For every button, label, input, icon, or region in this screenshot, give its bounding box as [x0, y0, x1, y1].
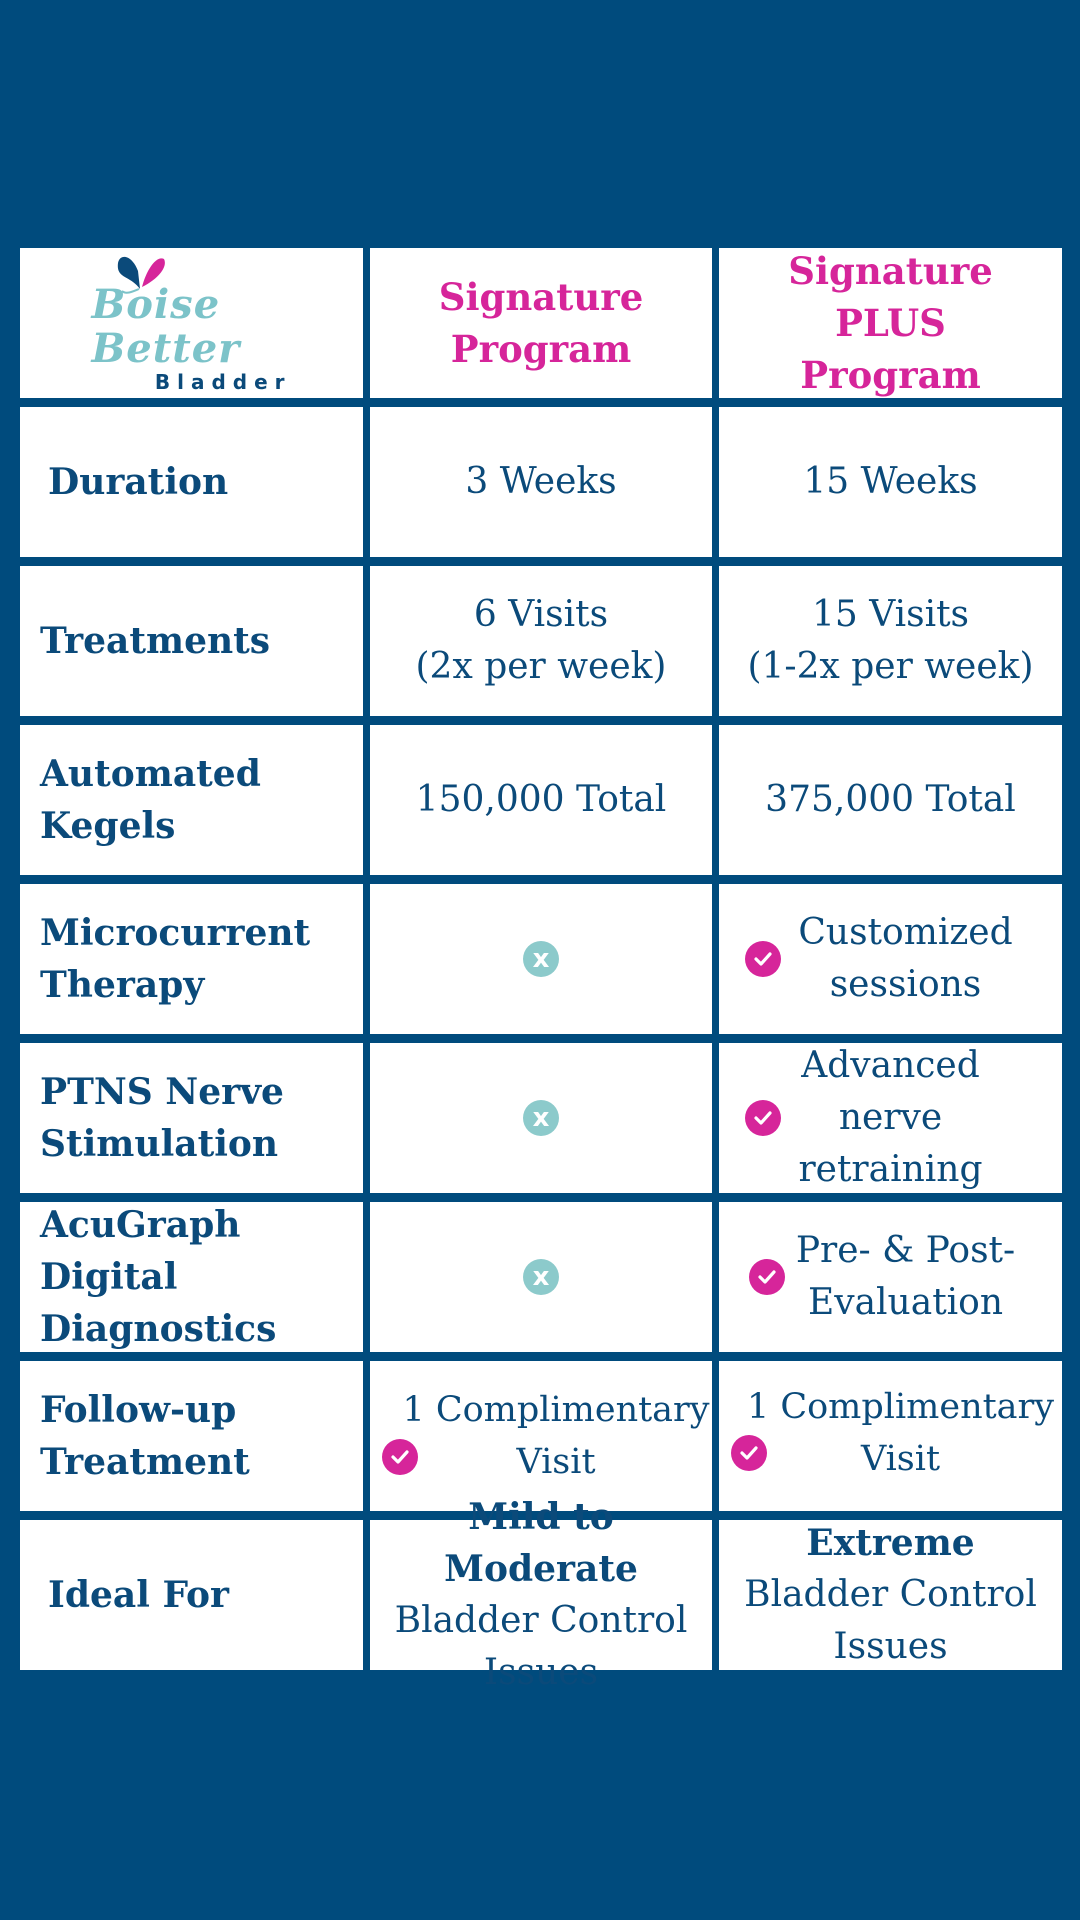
- cell-text: 375,000 Total: [719, 725, 1062, 875]
- cell-line: Pre- & Post-: [795, 1230, 1016, 1271]
- label-line: Automated: [40, 753, 261, 795]
- cell-line: Visit: [860, 1439, 941, 1479]
- cell-line: Visit: [516, 1442, 596, 1482]
- cell-icon: x: [370, 884, 712, 1034]
- cell-icon: x: [370, 1043, 712, 1193]
- cell-line: 1 Complimentary: [746, 1387, 1055, 1427]
- table-row: PTNS Nerve Stimulation x Advanced nerve ret…: [20, 1043, 1064, 1193]
- cell-line: 1 Complimentary: [402, 1390, 710, 1430]
- label-line: Diagnostics: [40, 1308, 277, 1350]
- cell-line: retraining: [798, 1149, 983, 1190]
- row-label-ideal-for: Ideal For: [20, 1520, 363, 1670]
- cell-text: Customized sessions: [719, 884, 1062, 1034]
- cell-line-bold: Extreme: [806, 1522, 975, 1564]
- label-line: Therapy: [40, 964, 205, 1006]
- table-row: Follow-up Treatment 1 Complimentary Visit …: [20, 1361, 1064, 1511]
- row-label-treatments: Treatments: [20, 566, 363, 716]
- comparison-table: Boise Better Bladder Signature Program S…: [20, 248, 1064, 1693]
- logo-cell: Boise Better Bladder: [20, 248, 363, 398]
- check-icon: [749, 1259, 785, 1295]
- x-icon: x: [523, 1259, 559, 1295]
- label-line: AcuGraph: [40, 1204, 241, 1246]
- label-line: PTNS Nerve: [40, 1071, 284, 1113]
- cell-text: 15 Weeks: [719, 407, 1062, 557]
- check-icon: [745, 941, 781, 977]
- cell-line: Evaluation: [807, 1282, 1004, 1323]
- table-row: Treatments 6 Visits (2x per week) 15 Visi…: [20, 566, 1064, 716]
- row-label-ptns-nerve-stimulation: PTNS Nerve Stimulation: [20, 1043, 363, 1193]
- cell-text: 6 Visits (2x per week): [370, 566, 712, 716]
- cell-text: 3 Weeks: [370, 407, 712, 557]
- cell-line: Issues: [833, 1626, 948, 1667]
- cell-text: 1 Complimentary Visit: [719, 1361, 1062, 1511]
- cell-line: (2x per week): [415, 646, 667, 687]
- cell-text: Pre- & Post- Evaluation: [719, 1202, 1062, 1352]
- table-row: Microcurrent Therapy x Customized sessions: [20, 884, 1064, 1034]
- header-signature-program: Signature Program: [370, 248, 712, 398]
- label-line: Kegels: [40, 805, 176, 847]
- header-signature-plus-program: Signature PLUS Program: [719, 248, 1062, 398]
- cell-text: 15 Visits (1-2x per week): [719, 566, 1062, 716]
- cell-text: Extreme Bladder Control Issues: [719, 1520, 1062, 1670]
- cell-icon: x: [370, 1202, 712, 1352]
- label-line: Stimulation: [40, 1123, 279, 1165]
- row-label-duration: Duration: [20, 407, 363, 557]
- row-label-acugraph-digital-diagnostics: AcuGraph Digital Diagnostics: [20, 1202, 363, 1352]
- cell-line: Issues: [483, 1652, 599, 1693]
- cell-text: 150,000 Total: [370, 725, 712, 875]
- check-icon: [382, 1439, 418, 1475]
- cell-line-bold: Mild to Moderate: [444, 1496, 638, 1590]
- check-icon: [745, 1100, 781, 1136]
- cell-line: 15 Visits: [811, 594, 970, 635]
- cell-line: Customized: [798, 912, 1013, 953]
- header-row: Boise Better Bladder Signature Program S…: [20, 248, 1064, 398]
- label-line: Microcurrent: [40, 912, 311, 954]
- label-line: Follow-up: [40, 1389, 237, 1431]
- cell-line: Bladder Control: [394, 1600, 688, 1641]
- x-icon: x: [523, 941, 559, 977]
- cell-line: sessions: [829, 964, 982, 1005]
- table-row: Duration 3 Weeks 15 Weeks: [20, 407, 1064, 557]
- table-row: AcuGraph Digital Diagnostics x Pre- & Post…: [20, 1202, 1064, 1352]
- cell-text: Mild to Moderate Bladder Control Issues: [370, 1496, 712, 1693]
- table-row: Ideal For Mild to Moderate Bladder Contro…: [20, 1496, 1064, 1693]
- logo-script-text: Boise Better: [91, 281, 241, 372]
- check-icon: [731, 1435, 767, 1471]
- cell-text: Advanced nerve retraining: [719, 1043, 1062, 1193]
- cell-line: (1-2x per week): [747, 646, 1034, 687]
- label-line: Treatment: [40, 1441, 250, 1483]
- cell-line: Advanced: [801, 1045, 980, 1086]
- brand-logo: Boise Better Bladder: [92, 253, 292, 393]
- logo-sub-text: Bladder: [154, 370, 292, 394]
- row-label-follow-up-treatment: Follow-up Treatment: [20, 1361, 363, 1511]
- cell-line: 6 Visits: [473, 594, 609, 635]
- cell-text: 1 Complimentary Visit: [370, 1361, 712, 1511]
- x-icon: x: [523, 1100, 559, 1136]
- cell-line: Bladder Control: [744, 1574, 1037, 1615]
- cell-line: nerve: [838, 1097, 943, 1138]
- row-label-automated-kegels: Automated Kegels: [20, 725, 363, 875]
- butterfly-icon: [117, 256, 165, 294]
- label-line: Digital: [40, 1256, 178, 1298]
- row-label-microcurrent-therapy: Microcurrent Therapy: [20, 884, 363, 1034]
- table-row: Automated Kegels 150,000 Total 375,000 To…: [20, 725, 1064, 875]
